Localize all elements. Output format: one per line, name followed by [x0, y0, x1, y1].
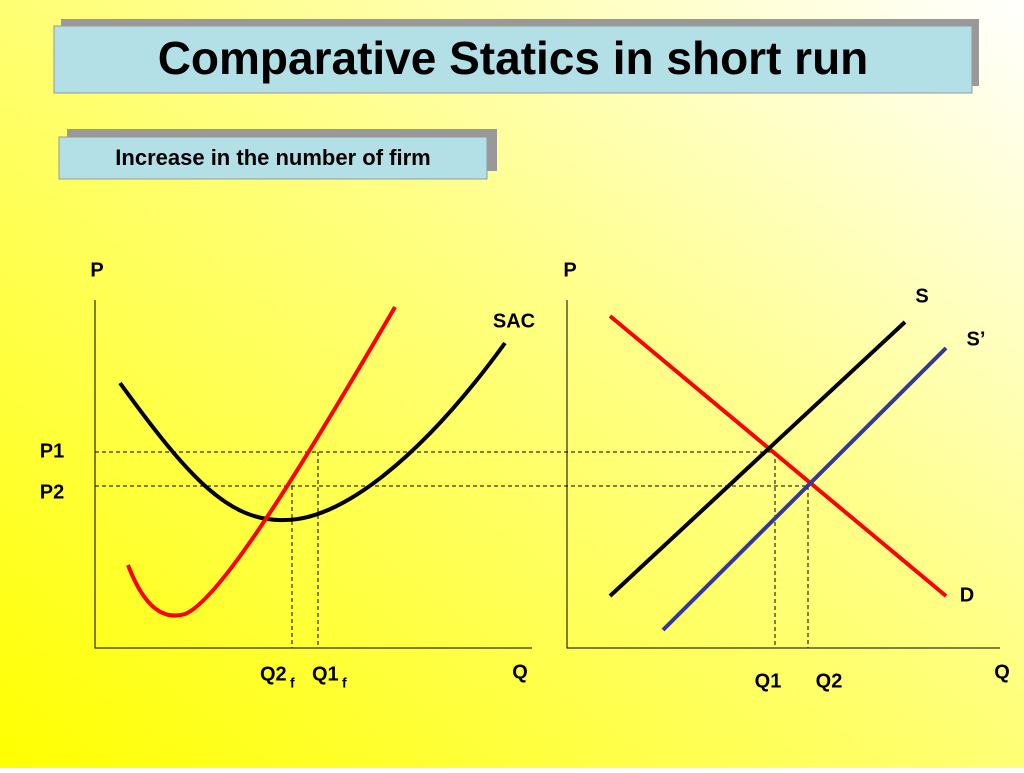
- curve-label: S’: [967, 328, 986, 350]
- mc-curve: [126, 305, 397, 618]
- price-label: P2: [40, 481, 64, 503]
- firm-axes: [94, 300, 532, 649]
- supply-line: [608, 320, 907, 598]
- axis-label: Q: [512, 661, 528, 683]
- quantity-label: Q1: [755, 670, 782, 692]
- curve-label: SAC: [493, 310, 535, 332]
- demand-line: [608, 314, 948, 598]
- curve-label: D: [960, 584, 974, 606]
- price-label: P1: [40, 440, 64, 462]
- axis-label: P: [563, 259, 576, 281]
- quantity-subscript: f: [342, 675, 347, 691]
- quantity-label: Q1: [312, 663, 339, 685]
- title: Comparative Statics in short run: [158, 32, 869, 84]
- quantity-subscript: f: [290, 675, 295, 691]
- axis-label: Q: [994, 661, 1010, 683]
- quantity-label: Q2: [260, 663, 287, 685]
- sac-curve: [118, 341, 507, 523]
- axis-label: P: [90, 259, 103, 281]
- subtitle: Increase in the number of firm: [115, 145, 430, 170]
- title-box: [53, 25, 973, 94]
- guides: [95, 451, 809, 648]
- quantity-label: Q2: [816, 670, 843, 692]
- supply-new-line: [661, 346, 948, 632]
- curve-label: S: [915, 285, 928, 307]
- market-axes: [566, 300, 1000, 649]
- subtitle-box: [58, 136, 488, 180]
